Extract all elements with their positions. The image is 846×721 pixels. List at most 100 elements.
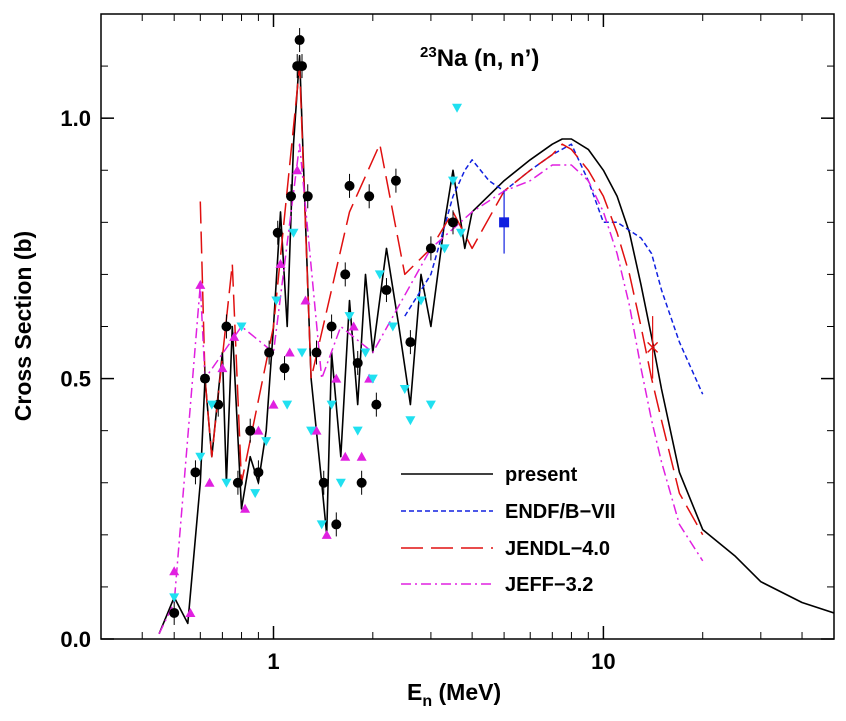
legend-label-jendl: JENDL−4.0 — [505, 538, 610, 560]
black-circle-point — [331, 519, 342, 530]
series-line-jeff-3-2 — [158, 143, 704, 635]
magenta-triangle-point — [275, 259, 286, 268]
blue-square-point — [499, 217, 510, 228]
black-circle-point — [447, 217, 458, 228]
cyan-triangle-point — [416, 296, 427, 306]
series-line-endf-b-vii — [404, 143, 704, 395]
black-circle-point — [221, 321, 232, 332]
magenta-triangle-point — [311, 425, 322, 435]
magenta-triangle-point — [268, 399, 279, 409]
black-circle-point — [405, 337, 416, 348]
black-circle-point — [425, 243, 436, 254]
black-circle-point — [344, 180, 355, 191]
cyan-triangle-point — [387, 322, 398, 332]
plot-frame — [100, 13, 835, 640]
black-circle-point — [318, 477, 329, 488]
cyan-triangle-point — [271, 296, 282, 306]
black-circle-point — [340, 269, 351, 280]
cyan-triangle-point — [399, 385, 410, 394]
black-circle-point — [326, 321, 337, 332]
black-circle-point — [364, 191, 375, 202]
cyan-triangle-point — [195, 452, 206, 462]
cyan-triangle-point — [316, 520, 327, 530]
y-tick-label: 0.0 — [60, 627, 91, 652]
cyan-triangle-point — [169, 593, 180, 603]
red-cross-point — [647, 341, 659, 353]
x-tick-label: 10 — [591, 649, 615, 674]
magenta-triangle-point — [185, 607, 196, 617]
cyan-triangle-point — [352, 426, 363, 436]
magenta-triangle-point — [321, 529, 332, 539]
black-circle-point — [272, 227, 283, 238]
cyan-triangle-point — [367, 374, 378, 384]
cyan-triangle-point — [282, 400, 293, 410]
black-circle-point — [294, 35, 305, 46]
black-circle-point — [200, 373, 211, 384]
black-circle-point — [286, 191, 297, 202]
cyan-triangle-point — [405, 416, 416, 426]
black-circle-point — [371, 399, 382, 410]
cyan-triangle-point — [288, 228, 299, 238]
magenta-triangle-point — [356, 451, 367, 461]
series-line-present — [158, 54, 834, 635]
cyan-triangle-point — [250, 489, 261, 499]
cyan-triangle-point — [360, 348, 371, 358]
black-circle-point — [190, 467, 201, 478]
magenta-triangle-point — [340, 451, 351, 461]
y-tick-label: 1.0 — [60, 106, 91, 131]
magenta-triangle-point — [284, 347, 295, 357]
cyan-triangle-point — [455, 228, 466, 238]
legend: present ENDF/B−VII JENDL−4.0 JEFF−3.2 — [401, 464, 616, 596]
black-circle-point — [264, 347, 275, 358]
magenta-triangle-point — [195, 279, 206, 289]
black-circle-point — [232, 477, 243, 488]
magenta-triangle-point — [253, 425, 264, 435]
cyan-triangle-point — [306, 426, 317, 436]
cyan-triangle-point — [452, 103, 463, 113]
black-circle-point — [279, 363, 290, 374]
y-axis-title: Cross Section (b) — [10, 231, 36, 421]
cyan-triangle-point — [447, 176, 458, 186]
black-circle-point — [302, 191, 313, 202]
legend-label-present: present — [505, 464, 578, 486]
black-circle-point — [253, 467, 264, 478]
cyan-triangle-point — [206, 400, 217, 410]
magenta-triangle-point — [348, 321, 359, 331]
black-circle-point — [352, 357, 363, 368]
black-circle-point — [356, 477, 367, 488]
cyan-triangle-point — [296, 348, 307, 358]
magenta-triangle-point — [229, 331, 240, 341]
cyan-triangle-point — [236, 322, 247, 332]
legend-label-jeff: JEFF−3.2 — [505, 574, 593, 596]
black-circle-point — [296, 61, 307, 72]
black-circle-point — [390, 175, 401, 186]
black-circle-point — [245, 425, 256, 436]
series-layer — [158, 54, 834, 635]
cyan-triangle-point — [344, 312, 355, 322]
magenta-triangle-point — [292, 165, 303, 175]
legend-label-endf: ENDF/B−VII — [505, 501, 616, 523]
black-circle-point — [169, 607, 180, 618]
cyan-triangle-point — [439, 244, 450, 254]
magenta-triangle-point — [240, 503, 251, 513]
cyan-triangle-point — [425, 400, 436, 410]
cyan-triangle-point — [221, 478, 232, 488]
cyan-triangle-point — [261, 437, 272, 447]
cyan-triangle-point — [326, 400, 337, 410]
marker-layer — [169, 28, 659, 625]
magenta-triangle-point — [204, 477, 215, 487]
x-tick-label: 1 — [267, 649, 279, 674]
cyan-triangle-point — [374, 270, 385, 280]
magenta-triangle-point — [300, 295, 311, 305]
black-circle-point — [311, 347, 322, 358]
magenta-triangle-point — [169, 566, 180, 576]
series-line-jendl-4-0 — [199, 65, 704, 536]
magenta-triangle-point — [217, 363, 228, 373]
cyan-triangle-point — [335, 478, 346, 488]
black-circle-point — [381, 285, 392, 296]
x-axis-title: En (MeV) — [407, 679, 501, 710]
tick-layer: 0.0 0.5 1.0 1 10 — [60, 14, 834, 674]
magenta-triangle-point — [331, 373, 342, 383]
y-tick-label: 0.5 — [60, 367, 91, 392]
